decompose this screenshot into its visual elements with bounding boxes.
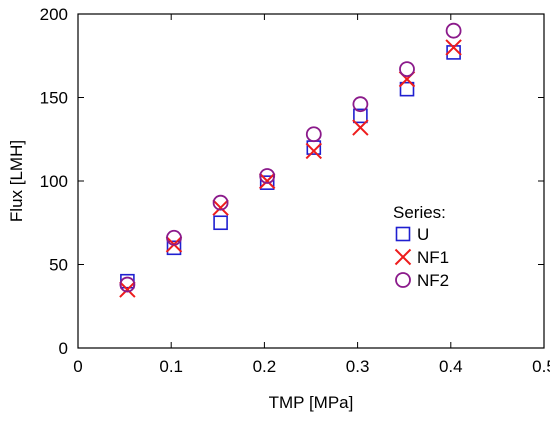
- data-point-nf2: [119, 276, 136, 293]
- data-point-u: [213, 215, 228, 231]
- data-point-nf1: [212, 199, 229, 216]
- series-u: [120, 45, 461, 289]
- data-point-u: [446, 45, 461, 60]
- y-tick-label: 100: [40, 172, 68, 191]
- data-point-u: [353, 108, 368, 124]
- x-tick-label: 0.4: [439, 357, 463, 376]
- legend-label: U: [417, 225, 429, 244]
- data-point-nf2: [445, 22, 462, 39]
- data-point-u: [259, 175, 275, 190]
- series-nf1: [119, 39, 462, 298]
- data-point-nf1: [352, 119, 369, 136]
- x-tick-label: 0.5: [532, 357, 550, 376]
- legend-title: Series:: [393, 203, 446, 222]
- data-point-nf2: [212, 194, 229, 211]
- y-axis-label: Flux [LMH]: [7, 140, 26, 222]
- legend-item-nf1: NF1: [394, 248, 449, 267]
- legend-label: NF2: [417, 271, 449, 290]
- x-tick-label: 0.2: [253, 357, 277, 376]
- data-point-u: [166, 240, 182, 256]
- data-point-nf2: [399, 61, 415, 78]
- x-tick-label: 0.1: [159, 357, 183, 376]
- legend-marker-nf1: [394, 248, 412, 266]
- x-tick-label: 0.3: [346, 357, 370, 376]
- y-tick-label: 150: [40, 89, 68, 108]
- legend-item-u: U: [395, 225, 429, 244]
- legend-marker-nf2: [395, 272, 411, 288]
- data-point-nf1: [119, 281, 136, 298]
- legend-label: NF1: [417, 248, 449, 267]
- y-tick-label: 0: [59, 339, 68, 358]
- y-tick-label: 200: [40, 5, 68, 24]
- x-axis-label: TMP [MPa]: [269, 393, 354, 412]
- legend-item-nf2: NF2: [395, 271, 449, 290]
- data-point-nf1: [305, 142, 323, 160]
- data-point-nf2: [259, 168, 276, 184]
- series-nf2: [119, 22, 462, 293]
- data-point-nf1: [258, 172, 276, 190]
- data-point-nf2: [166, 229, 182, 246]
- data-point-nf2: [305, 126, 322, 143]
- x-tick-label: 0: [73, 357, 82, 376]
- legend-marker-u: [395, 226, 411, 242]
- data-point-nf1: [445, 39, 462, 56]
- data-point-nf2: [352, 96, 369, 113]
- data-point-u: [399, 81, 415, 97]
- y-tick-label: 50: [49, 256, 68, 275]
- plot-area-frame: [77, 13, 545, 349]
